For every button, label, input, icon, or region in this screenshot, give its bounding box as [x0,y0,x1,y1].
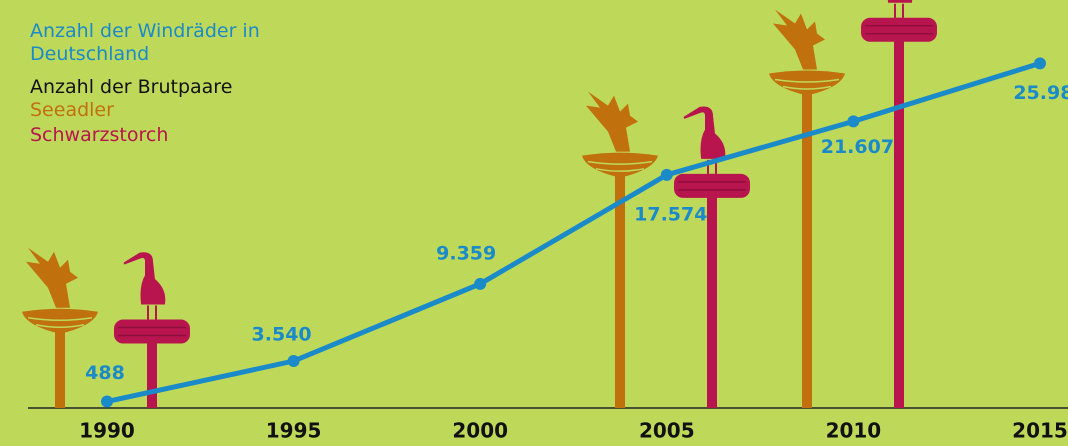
nest [769,70,845,95]
legend-storch: Schwarzstorch [30,124,168,147]
x-tick-label: 2010 [826,419,882,443]
nest-pole [802,73,812,408]
value-label: 488 [85,362,125,384]
x-tick-label: 2015 [1012,419,1068,443]
point [288,355,300,367]
value-label: 17.574 [634,203,707,225]
nest [114,320,190,344]
point [101,396,113,408]
x-tick-label: 1990 [79,419,135,443]
eagle-nest [769,9,845,95]
value-label: 25.980 [1013,82,1068,104]
legend-seeadler: Seeadler [30,99,114,122]
nest-pole [707,174,717,408]
infographic: 1854856431704501990199520002005201020154… [0,0,1068,446]
chart: 1854856431704501990199520002005201020154… [0,0,1068,446]
stork [871,0,911,18]
eagle [26,248,78,308]
legend-title: Anzahl der Brutpaare [30,76,232,99]
x-tick-label: 2005 [639,419,695,443]
point [661,169,673,181]
x-tick-label: 2000 [452,419,508,443]
nest [582,153,658,178]
point [474,278,486,290]
eagle [773,9,825,69]
point [1034,57,1046,69]
value-label: 21.607 [821,136,894,158]
nest [861,18,937,42]
eagle-nest [582,92,658,178]
legend-line: Anzahl der Windräder in Deutschland [30,20,275,66]
stork-nest [114,253,190,343]
value-label: 9.359 [436,242,496,264]
eagle [586,92,638,152]
stork-nest [861,0,937,42]
point [847,115,859,127]
nest [22,309,98,334]
stork [124,253,164,319]
nest-pole [615,156,625,408]
nest [674,174,750,198]
nest-pole [894,18,904,408]
value-label: 3.540 [252,324,312,346]
eagle-nest [22,248,98,334]
x-tick-label: 1995 [266,419,322,443]
